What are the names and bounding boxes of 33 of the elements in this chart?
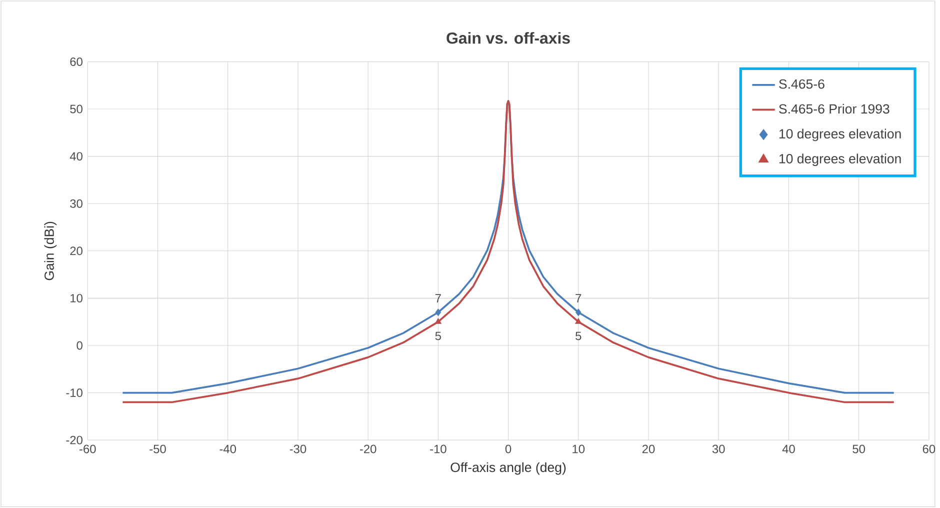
y-tick-label: 50 [70,104,82,114]
chart-title: Gain vs. off-axis [446,32,570,44]
x-tick-label: 50 [852,444,865,454]
x-tick-label: 30 [712,444,725,454]
legend-label: 10 degrees elevation [779,128,901,142]
y-tick-label: 0 [76,341,82,350]
y-tick-label: -10 [66,388,82,398]
data-label: 5 [576,332,582,340]
x-tick-label: -40 [220,444,236,454]
data-label: 7 [435,294,441,302]
x-tick-label: 40 [782,444,795,454]
y-tick-label: 10 [70,294,82,303]
legend-label: 10 degrees elevation [779,154,901,166]
legend-label: S.465-6 Prior 1993 [779,104,890,114]
legend-label: S.465-6 [779,79,824,89]
y-tick-label: 30 [70,199,82,208]
y-tick-label: 40 [70,152,82,161]
x-tick-label: 0 [505,444,512,454]
x-tick-label: -30 [290,444,306,454]
x-axis-title: Off-axis angle (deg) [450,462,566,475]
x-tick-label: 60 [922,444,936,454]
data-label: 7 [576,294,582,302]
x-tick-label: -60 [80,444,96,454]
y-tick-label: 60 [70,58,82,66]
y-axis-title: Gain (dBi) [44,222,57,280]
y-tick-label: 20 [70,246,82,256]
data-label: 5 [435,332,441,340]
x-tick-label: -10 [430,444,446,454]
x-tick-label: -50 [150,444,166,454]
x-tick-label: 20 [642,444,655,454]
x-tick-label: -20 [360,444,376,454]
x-tick-label: 10 [572,444,585,454]
y-tick-label: -20 [66,436,82,444]
